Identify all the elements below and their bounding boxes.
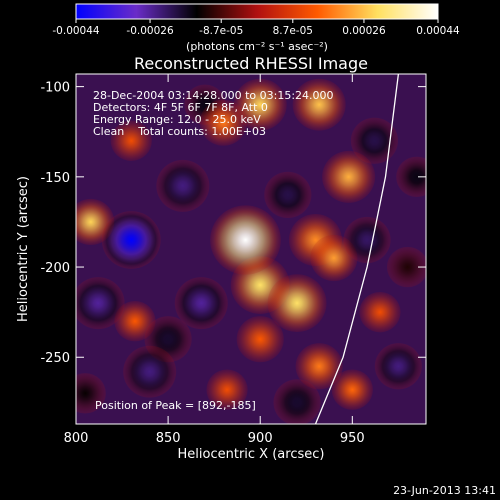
- heatmap-blob: [273, 379, 321, 424]
- colorbar-tick-label: -8.7e-05: [199, 25, 243, 37]
- colorbar-tick-label: 0.00044: [416, 25, 460, 37]
- heatmap-blob: [174, 277, 228, 330]
- heatmap-blob: [350, 117, 398, 164]
- heatmap-blob: [374, 343, 422, 390]
- heatmap-blob: [236, 316, 284, 363]
- colorbar-tick-label: 8.7e-05: [273, 25, 313, 37]
- x-axis-ticks: 800 850 900 950: [64, 74, 365, 446]
- y-axis-ticks: -100 -150 -200 -250: [40, 81, 426, 366]
- heatmap-blob: [396, 156, 426, 198]
- heatmap-blob: [114, 300, 156, 342]
- info-detectors: Detectors: 4F 5F 6F 7F 8F, Att 0: [93, 101, 268, 114]
- info-energy-range: Energy Range: 12.0 - 25.0 keV: [93, 113, 261, 126]
- heatmap-blob: [331, 369, 373, 410]
- colorbar-unit-label: (photons cm⁻² s⁻¹ asec⁻²): [186, 40, 328, 53]
- colorbar-tick-label: -0.00044: [52, 25, 100, 37]
- y-tick-label: -150: [40, 171, 70, 186]
- heatmap-blob: [343, 216, 391, 264]
- heatmap-blob: [233, 78, 287, 131]
- colorbar-tick-label: 0.00026: [342, 25, 386, 37]
- peak-position-label: Position of Peak = [892,-185]: [95, 399, 256, 412]
- info-clean-counts: Clean Total counts: 1.00E+03: [93, 125, 266, 138]
- y-tick-label: -250: [40, 351, 70, 366]
- heatmap-blob: [76, 373, 106, 414]
- y-axis-label: Heliocentric Y (arcsec): [16, 176, 31, 322]
- heatmap-blob: [110, 120, 152, 161]
- heatmap-blob: [264, 171, 312, 218]
- heatmap-blob: [156, 159, 210, 212]
- colorbar-ticks: -0.00044 -0.00026 -8.7e-05 8.7e-05 0.00026 0.…: [52, 19, 460, 37]
- heatmap-blob: [76, 277, 125, 330]
- plot-frame: [75, 73, 427, 425]
- chart-title: Reconstructed RHESSI Image: [134, 54, 368, 73]
- colorbar-tick-label: -0.00026: [126, 25, 174, 37]
- heatmap-blob: [386, 246, 426, 288]
- info-time-range: 28-Dec-2004 03:14:28.000 to 03:15:24.000: [93, 89, 334, 102]
- solar-limb-line: [314, 74, 400, 424]
- heatmap-blob: [359, 291, 401, 333]
- heatmap-blob: [267, 274, 327, 332]
- x-tick-label: 900: [248, 431, 273, 446]
- x-axis-label: Heliocentric X (arcsec): [178, 447, 325, 462]
- x-tick-label: 800: [64, 431, 89, 446]
- y-tick-label: -200: [40, 261, 70, 276]
- colorbar: [75, 3, 439, 20]
- heatmap-blob: [322, 150, 376, 203]
- heatmap-blob: [295, 343, 343, 390]
- x-tick-label: 850: [156, 431, 181, 446]
- image-heatmap: [76, 74, 426, 424]
- heatmap-blob: [206, 369, 248, 410]
- x-tick-label: 950: [340, 431, 365, 446]
- heatmap-blob: [123, 345, 177, 398]
- heatmap-blob: [292, 78, 346, 131]
- heatmap-blob: [101, 211, 161, 269]
- y-tick-label: -100: [40, 81, 70, 96]
- heatmap-blob: [210, 205, 281, 275]
- timestamp: 23-Jun-2013 13:41: [393, 484, 496, 497]
